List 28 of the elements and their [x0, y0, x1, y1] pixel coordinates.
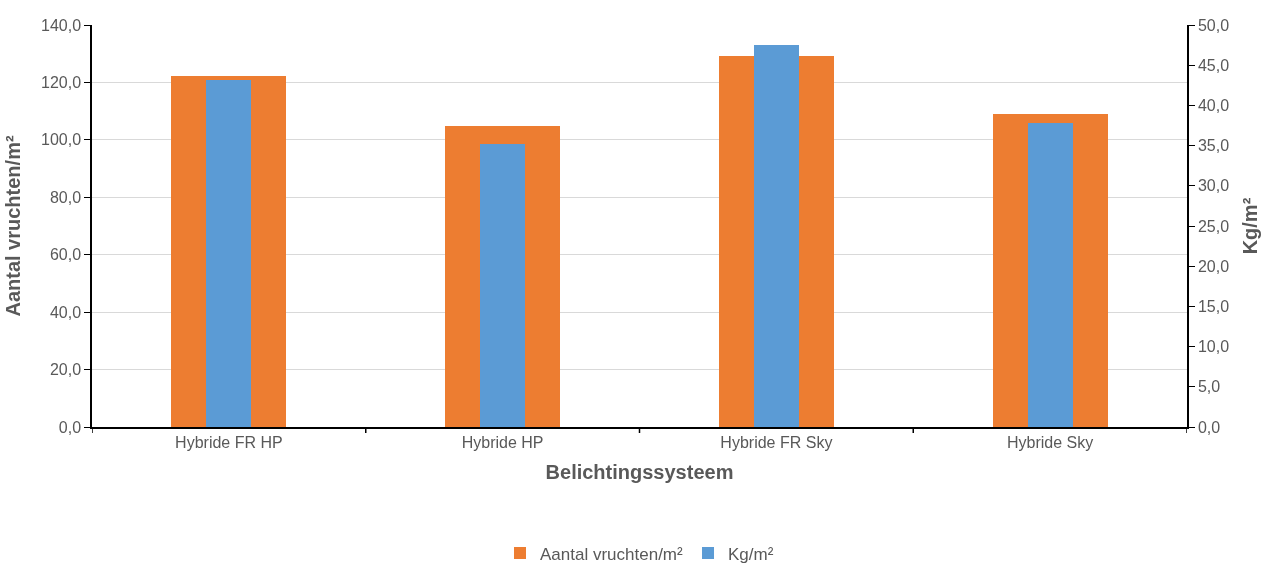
y2-tick-label: 10,0	[1197, 338, 1230, 356]
y2-tick-label: 40,0	[1197, 97, 1230, 114]
y2-tick-label: 30,0	[1197, 177, 1230, 195]
y-tick-label: 120,0	[41, 74, 82, 92]
x-axis-title: Belichtingssysteem	[545, 460, 734, 483]
y-tick-label: 80,0	[49, 188, 82, 206]
y-tick-label: 40,0	[49, 303, 82, 321]
y-tick-label: 20,0	[49, 361, 82, 379]
x-tick-label: Hybride FR HP	[175, 433, 283, 451]
y2-tick-label: 20,0	[1197, 257, 1230, 275]
y-tick-label: 140,0	[41, 16, 82, 34]
y2-tick-label: 35,0	[1197, 137, 1230, 155]
y2-tick-label: 0,0	[1197, 418, 1221, 436]
legend-label: Aantal vruchten/m²	[540, 544, 684, 564]
y2-tick-label: 45,0	[1197, 56, 1230, 74]
legend-label: Kg/m²	[728, 544, 774, 564]
y-tick-label: 60,0	[49, 246, 82, 264]
y2-tick-label: 15,0	[1197, 298, 1230, 315]
y-tick-label: 0,0	[58, 418, 82, 436]
x-tick-label: Hybride FR Sky	[720, 433, 833, 451]
x-tick-label: Hybride Sky	[1007, 433, 1094, 451]
y2-tick-label: 50,0	[1197, 16, 1230, 34]
x-tick-label: Hybride HP	[461, 433, 544, 451]
y2-axis-title: Kg/m²	[1239, 197, 1262, 255]
y-tick-label: 100,0	[41, 131, 82, 149]
y-axis-title: Aantal vruchten/m²	[2, 135, 24, 317]
y2-tick-label: 5,0	[1197, 378, 1221, 396]
y2-tick-label: 25,0	[1197, 217, 1230, 235]
